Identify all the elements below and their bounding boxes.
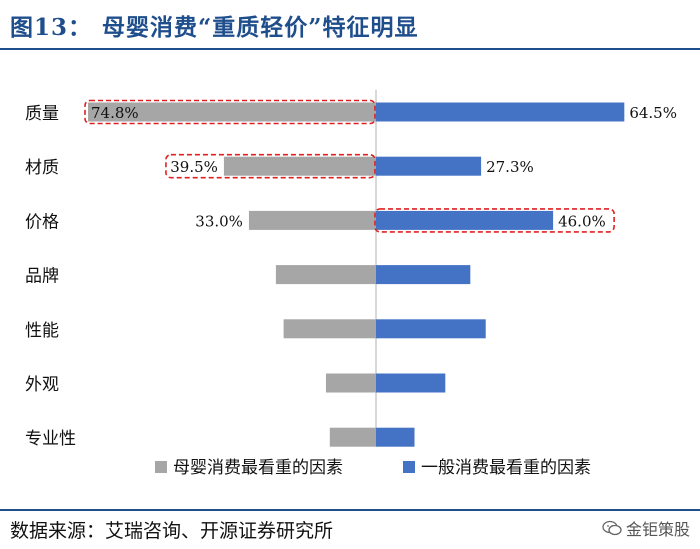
- highlight-frame: [374, 208, 615, 233]
- bar-left: [283, 319, 376, 339]
- watermark: 金钜策股: [602, 516, 690, 540]
- bar-right: [376, 265, 471, 285]
- category-label: 品牌: [25, 267, 59, 287]
- bar-right: [376, 210, 554, 230]
- diverging-bar-chart: 质量 74.8% 64.5% 材质 39.5% 27.3% 价格 33.0% 46.0% 品牌性能…: [25, 90, 677, 478]
- legend-swatch: [155, 461, 167, 473]
- bottom-rule: [0, 509, 700, 511]
- bar-right: [376, 156, 482, 176]
- figure-number: 图13：: [10, 14, 93, 41]
- data-label: 46.0%: [558, 212, 606, 230]
- category-label: 价格: [25, 212, 59, 232]
- highlight-frame: [84, 99, 376, 125]
- bar-left: [325, 373, 376, 393]
- legend-label: 一般消费最看重的因素: [421, 458, 591, 478]
- bar-left: [223, 156, 376, 176]
- legend-label: 母婴消费最看重的因素: [173, 458, 343, 478]
- bar-right: [376, 427, 415, 447]
- data-label: 27.3%: [486, 158, 534, 176]
- data-label: 33.0%: [195, 212, 243, 230]
- category-label: 质量: [25, 104, 59, 124]
- data-label: 64.5%: [629, 104, 677, 122]
- category-label: 性能: [25, 321, 59, 341]
- category-label: 材质: [25, 158, 59, 178]
- data-label: 74.8%: [91, 104, 139, 122]
- bar-right: [376, 102, 625, 122]
- category-label: 专业性: [25, 429, 76, 449]
- bar-right: [376, 373, 446, 393]
- watermark-text: 金钜策股: [625, 520, 690, 539]
- wechat-icon: [602, 520, 622, 536]
- bar-right: [376, 319, 486, 339]
- bar-left: [248, 210, 376, 230]
- data-label: 39.5%: [170, 158, 218, 176]
- legend-swatch: [403, 461, 415, 473]
- figure-title-text: 母婴消费“重质轻价”特征明显: [102, 14, 419, 41]
- highlight-frame: [165, 153, 376, 179]
- bar-left: [329, 427, 376, 447]
- top-rule: [0, 48, 700, 50]
- figure-title: 图13： 母婴消费“重质轻价”特征明显: [10, 8, 418, 42]
- category-label: 外观: [25, 375, 59, 395]
- source-note: 数据来源：艾瑞咨询、开源证券研究所: [10, 520, 334, 542]
- bar-left: [88, 102, 377, 122]
- bar-left: [275, 265, 376, 285]
